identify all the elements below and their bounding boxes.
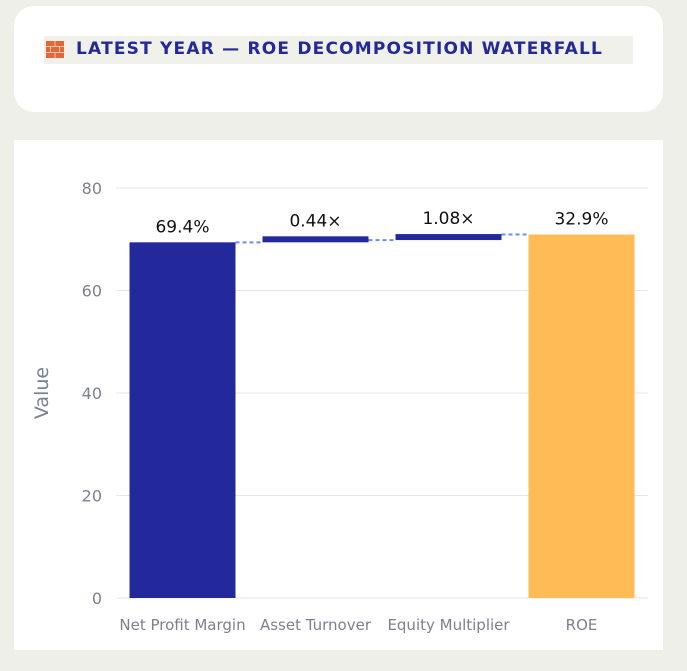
data-label: 32.9% [554,210,608,230]
waterfall-chart: 0 20 40 60 80 Value 69.4% 0.44× 1.08× 32.9% Net Pr… [31,179,648,634]
bar [129,242,236,598]
data-label: 69.4% [155,217,209,237]
x-tick-label: Asset Turnover [260,616,372,634]
y-tick-label: 60 [82,282,102,301]
y-tick-label: 20 [82,487,102,506]
bar [528,234,635,598]
title-bar: LATEST YEAR — ROE DECOMPOSITION WATERFAL… [44,36,633,64]
y-tick-label: 0 [92,589,102,608]
y-tick-label: 40 [82,384,102,403]
data-label: 1.08× [422,209,474,229]
data-label: 0.44× [289,211,341,231]
y-axis-label: Value [31,367,53,419]
x-tick-label: Net Profit Margin [119,616,245,634]
x-tick-label: Equity Multiplier [387,616,510,634]
bar [395,234,502,241]
brick-icon [46,41,64,58]
y-tick-label: 80 [82,179,102,198]
title-card: LATEST YEAR — ROE DECOMPOSITION WATERFAL… [14,6,663,112]
x-tick-label: ROE [566,616,598,634]
chart-title: LATEST YEAR — ROE DECOMPOSITION WATERFAL… [76,39,604,59]
chart-card: 0 20 40 60 80 Value 69.4% 0.44× 1.08× 32.9% Net Pr… [14,140,663,650]
bar [262,236,369,243]
